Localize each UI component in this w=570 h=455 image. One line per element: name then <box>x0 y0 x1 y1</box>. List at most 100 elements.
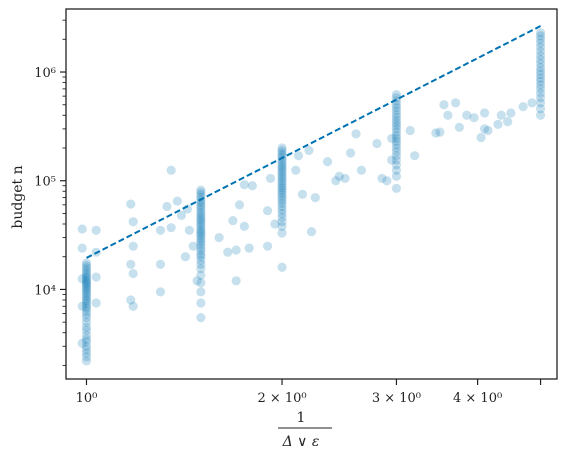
data-point <box>277 176 287 186</box>
data-point <box>277 183 287 193</box>
data-point <box>196 313 206 323</box>
data-point <box>81 337 92 347</box>
data-point <box>234 200 245 210</box>
data-point <box>535 38 546 48</box>
data-point <box>77 338 87 348</box>
data-point <box>277 169 287 179</box>
data-point <box>81 277 92 287</box>
data-point <box>166 165 176 175</box>
trend-line-layer <box>86 25 542 259</box>
data-point <box>196 270 206 280</box>
data-point <box>81 286 92 296</box>
data-point <box>535 69 546 80</box>
data-point <box>196 230 206 240</box>
data-point <box>188 241 198 251</box>
y-axis-label: budget n <box>10 165 26 228</box>
data-point <box>228 215 238 226</box>
data-point <box>496 110 506 120</box>
data-point <box>196 259 206 269</box>
data-point <box>81 322 92 332</box>
y-tick-label: 10⁵ <box>34 175 56 190</box>
data-point <box>196 252 206 262</box>
data-point <box>81 352 92 362</box>
data-point <box>81 263 92 273</box>
data-point <box>81 272 92 282</box>
data-point <box>391 115 402 125</box>
data-point <box>391 136 402 147</box>
data-point <box>503 116 513 127</box>
data-point <box>196 264 206 274</box>
data-point <box>196 212 206 222</box>
data-point <box>196 235 206 245</box>
data-point <box>277 198 287 208</box>
data-point <box>81 290 92 300</box>
data-point <box>277 185 287 195</box>
data-point <box>535 34 546 44</box>
data-point <box>277 205 287 215</box>
data-point <box>535 46 546 56</box>
data-point <box>81 341 92 351</box>
data-point <box>81 306 92 316</box>
data-point <box>192 276 202 286</box>
data-point <box>391 127 402 137</box>
data-point <box>277 217 287 227</box>
data-point <box>196 243 206 253</box>
data-point <box>277 160 287 170</box>
data-point <box>391 147 402 157</box>
data-point <box>277 195 287 205</box>
data-point <box>81 280 92 290</box>
data-point <box>391 183 402 193</box>
data-point <box>196 221 206 232</box>
data-point <box>184 225 194 235</box>
data-point <box>391 100 402 110</box>
data-point <box>535 66 546 76</box>
data-point <box>387 133 397 144</box>
data-point <box>391 106 402 116</box>
data-point <box>81 282 92 292</box>
y-tick-label: 10⁴ <box>34 283 56 298</box>
data-point <box>239 221 249 232</box>
data-point <box>356 165 367 175</box>
data-point <box>535 88 546 98</box>
axes: 10⁴ 10⁵ 10⁶ 10⁰ 2 × 10⁰ 3 × 10⁰ 4 × 10⁰ <box>34 8 558 406</box>
data-point <box>277 143 287 153</box>
x-tick-label: 3 × 10⁰ <box>372 391 421 406</box>
data-point <box>310 192 320 203</box>
data-point <box>196 217 206 227</box>
data-point <box>196 210 206 220</box>
data-point <box>277 221 287 232</box>
x-axis-label-denominator: Δ ∨ ε <box>282 434 320 450</box>
data-point <box>77 301 87 311</box>
data-point <box>535 104 546 114</box>
data-point <box>277 166 287 176</box>
data-point <box>196 255 206 265</box>
y-tick-label: 10⁶ <box>34 66 56 81</box>
data-point <box>462 110 472 120</box>
data-point <box>535 76 546 86</box>
data-point <box>277 164 287 174</box>
data-point <box>81 260 92 271</box>
data-point <box>277 145 287 156</box>
data-point <box>483 125 493 136</box>
axis-labels: 1 Δ ∨ ε budget n <box>10 165 332 450</box>
data-point <box>81 275 92 286</box>
data-point <box>518 102 528 112</box>
data-point <box>81 292 92 302</box>
data-point <box>155 225 166 235</box>
data-point <box>410 151 420 161</box>
data-point <box>162 201 172 212</box>
data-point <box>196 202 206 212</box>
data-point <box>351 129 361 139</box>
data-point <box>277 192 287 203</box>
data-point <box>196 214 206 225</box>
data-point <box>128 268 138 279</box>
data-points <box>77 28 546 366</box>
data-point <box>506 108 516 118</box>
data-point <box>391 121 402 131</box>
data-point <box>535 98 546 108</box>
data-point <box>391 151 402 161</box>
data-point <box>391 112 402 122</box>
data-point <box>535 110 546 120</box>
data-point <box>277 208 287 219</box>
